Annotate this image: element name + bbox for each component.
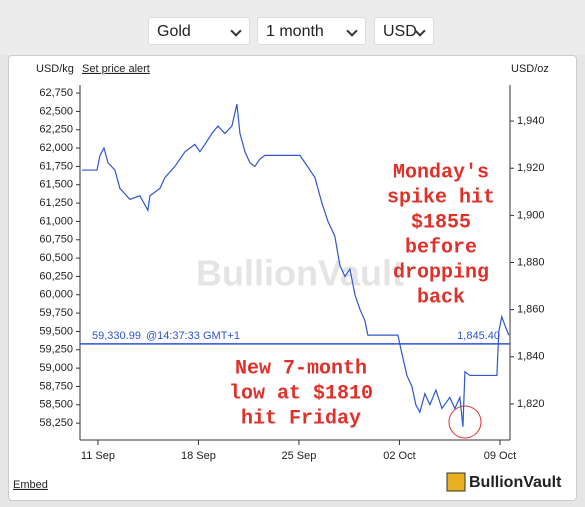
annotation: before <box>405 236 477 259</box>
chart-panel <box>8 55 577 501</box>
annotation: dropping <box>393 261 489 284</box>
currency-select[interactable]: USD <box>374 17 434 45</box>
y-axis-label: USD/kg <box>36 63 74 75</box>
metal-select[interactable]: Gold <box>148 17 250 45</box>
y-tick-label: 60,000 <box>39 289 73 301</box>
y-tick-label: 62,500 <box>39 105 73 117</box>
y-tick-label: 60,500 <box>39 252 73 264</box>
x-tick-label: 11 Sep <box>81 450 115 462</box>
y2-tick-label: 1,900 <box>517 209 545 221</box>
y-tick-label: 61,000 <box>39 215 73 227</box>
annotation: back <box>417 286 465 309</box>
current-price-value: 59,330.99 <box>92 330 141 342</box>
y2-tick-label: 1,820 <box>517 398 545 410</box>
y2-tick-label: 1,840 <box>517 351 545 363</box>
y-tick-label: 59,500 <box>39 325 73 337</box>
logo-text: BullionVault <box>469 474 562 491</box>
price-alert-link[interactable]: Set price alert <box>82 63 150 75</box>
annotation: $1855 <box>411 211 471 234</box>
annotation: Monday's <box>393 161 489 184</box>
y2-tick-label: 1,940 <box>517 115 545 127</box>
y-tick-label: 62,750 <box>39 87 73 99</box>
low-circle <box>448 405 482 439</box>
y2-tick-label: 1,860 <box>517 304 545 316</box>
embed-link[interactable]: Embed <box>13 479 48 491</box>
y2-axis-label: USD/oz <box>511 63 549 75</box>
y-tick-label: 62,250 <box>39 124 73 136</box>
annotation: New 7-month <box>235 357 367 380</box>
current-price-label: 59,330.99 @14:37:33 GMT+1 <box>92 330 240 342</box>
y-tick-label: 61,750 <box>39 160 73 172</box>
y2-tick-label: 1,880 <box>517 256 545 268</box>
y-tick-label: 60,750 <box>39 234 73 246</box>
period-select[interactable]: 1 month <box>257 17 366 45</box>
toolbar: Gold 1 month USD <box>0 0 585 55</box>
annotation: hit Friday <box>241 407 361 430</box>
y-tick-label: 62,000 <box>39 142 73 154</box>
y-tick-label: 59,750 <box>39 307 73 319</box>
annotation: spike hit <box>387 186 495 209</box>
logo-icon <box>446 472 466 492</box>
y-tick-label: 58,250 <box>39 417 73 429</box>
y-tick-label: 58,750 <box>39 380 73 392</box>
y-tick-label: 61,500 <box>39 179 73 191</box>
annotation: low at $1810 <box>229 382 373 405</box>
x-tick-label: 02 Oct <box>383 450 415 462</box>
x-tick-label: 09 Oct <box>484 450 516 462</box>
y-tick-label: 61,250 <box>39 197 73 209</box>
y2-tick-label: 1,920 <box>517 162 545 174</box>
current-price-time: @14:37:33 GMT+1 <box>146 330 240 342</box>
current-price-oz: 1,845.40 <box>457 330 500 342</box>
y-tick-label: 59,250 <box>39 344 73 356</box>
price-line <box>82 103 510 427</box>
x-tick-label: 18 Sep <box>181 450 216 462</box>
watermark: BullionVault <box>196 253 404 294</box>
y-tick-label: 58,500 <box>39 399 73 411</box>
y-tick-label: 60,250 <box>39 270 73 282</box>
y-tick-label: 59,000 <box>39 362 73 374</box>
x-tick-label: 25 Sep <box>282 450 317 462</box>
